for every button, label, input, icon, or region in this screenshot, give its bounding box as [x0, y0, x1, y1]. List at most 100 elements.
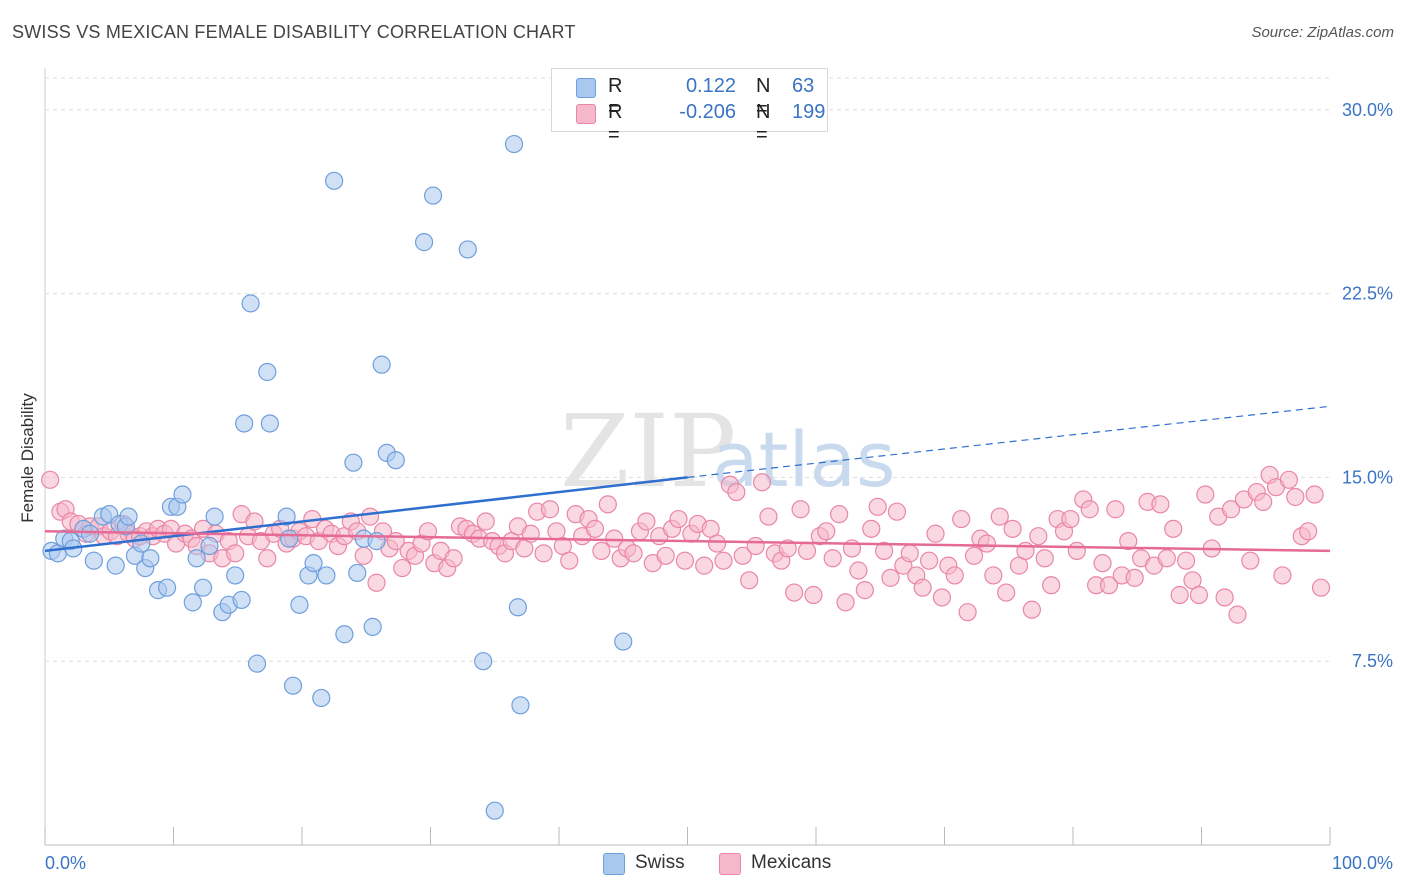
mexicans-point [707, 534, 727, 553]
mexicans-point [367, 573, 386, 592]
mexicans-point [990, 507, 1009, 526]
mexicans-point [41, 470, 60, 489]
mexicans-point [1099, 576, 1119, 595]
swiss-point [283, 676, 303, 695]
swiss-point [335, 625, 354, 644]
mexicans-point [1003, 519, 1022, 538]
swiss-point [485, 801, 504, 820]
mexicans-legend-label: Mexicans [751, 852, 832, 873]
mexicans-point [361, 507, 380, 526]
mexicans-point [1215, 588, 1234, 607]
swiss-point [106, 556, 125, 575]
swiss-legend-swatch [603, 853, 625, 875]
mexicans-point [984, 566, 1003, 585]
mexicans-point [1176, 551, 1196, 570]
swiss-point [241, 294, 260, 313]
mexicans-point [804, 585, 823, 605]
mexicans-point [797, 541, 817, 561]
mexicans-point [1119, 532, 1138, 551]
mexicans-point [759, 507, 778, 526]
swiss-points [42, 134, 633, 820]
mexicans-point [656, 546, 675, 565]
swiss-point [200, 536, 219, 556]
mexicans-point [932, 588, 952, 607]
watermark-zip: ZIP [560, 393, 736, 510]
swiss-point [141, 549, 160, 568]
mexicans-point [752, 473, 772, 492]
trend-lines [44, 405, 1331, 553]
swiss-n-value: 63 [792, 75, 815, 97]
mexicans-point [598, 495, 617, 514]
mexicans-point [900, 544, 919, 563]
mexicans-point [675, 551, 695, 570]
swiss-point [474, 652, 493, 671]
swiss-point [235, 414, 254, 433]
mexicans-point [881, 568, 900, 587]
swiss-legend-label: Swiss [635, 852, 685, 873]
swiss-point [80, 524, 100, 543]
mexicans-point [540, 500, 560, 519]
mexicans-point [977, 534, 997, 553]
mexicans-point [1157, 549, 1176, 568]
mexicans-point [1189, 585, 1209, 605]
swiss-trend-solid [44, 476, 688, 553]
x-tick-labels: 0.0% 100.0% [45, 853, 1393, 873]
swiss-point [458, 240, 477, 259]
swiss-point [205, 507, 224, 526]
swiss-point [414, 233, 434, 252]
mexicans-point [817, 522, 836, 541]
mexicans-point [1022, 600, 1041, 619]
mexicans-point [1106, 500, 1125, 519]
mexicans-point [1279, 470, 1298, 489]
swiss-point [614, 632, 633, 651]
mexicans-point [823, 549, 842, 568]
mexicans-point [1221, 500, 1241, 519]
mexicans-swatch [576, 104, 596, 124]
mexicans-point [887, 502, 907, 521]
mexicans-r-value: -0.206 [679, 101, 736, 123]
x-tick-label-max: 100.0% [1332, 853, 1393, 873]
mexicans-point [958, 603, 977, 622]
mexicans-point [1093, 554, 1112, 573]
swiss-point [511, 696, 530, 715]
swiss-n-label: N = [756, 75, 771, 120]
mexicans-point [997, 583, 1016, 602]
swiss-point [344, 453, 363, 472]
swiss-point [423, 186, 443, 205]
mexicans-point [1035, 549, 1054, 568]
mexicans-point [1254, 492, 1273, 511]
y-axis-title: Female Disability [18, 393, 37, 523]
mexicans-point [785, 583, 804, 602]
mexicans-point [1061, 509, 1080, 529]
swiss-point [363, 617, 382, 636]
swiss-point [317, 566, 336, 585]
mexicans-point [1029, 527, 1048, 546]
mexicans-point [733, 546, 752, 565]
swiss-point [193, 578, 213, 597]
swiss-point [348, 563, 367, 583]
mexicans-point [592, 541, 611, 561]
mexicans-point [354, 546, 373, 565]
swiss-point [280, 529, 299, 548]
y-tick-label: 22.5% [1342, 284, 1393, 304]
mexicans-point [778, 539, 797, 558]
mexicans-point [913, 578, 932, 597]
mexicans-trend [44, 530, 1331, 553]
mexicans-point [1311, 578, 1331, 597]
mexicans-point [1228, 605, 1247, 624]
swiss-point [247, 654, 267, 673]
mexicans-point [1241, 551, 1260, 570]
mexicans-n-value: 199 [792, 101, 826, 123]
mexicans-point [1170, 585, 1189, 605]
mexicans-point [945, 566, 964, 585]
mexicans-point [444, 549, 463, 568]
mexicans-r-label: R = [608, 101, 623, 146]
swiss-point [504, 134, 524, 154]
swiss-point [290, 595, 309, 614]
mexicans-point [534, 544, 553, 563]
swiss-point [187, 549, 206, 568]
swiss-point [304, 554, 323, 573]
mexicans-point [727, 482, 746, 502]
mexicans-point [830, 505, 849, 524]
